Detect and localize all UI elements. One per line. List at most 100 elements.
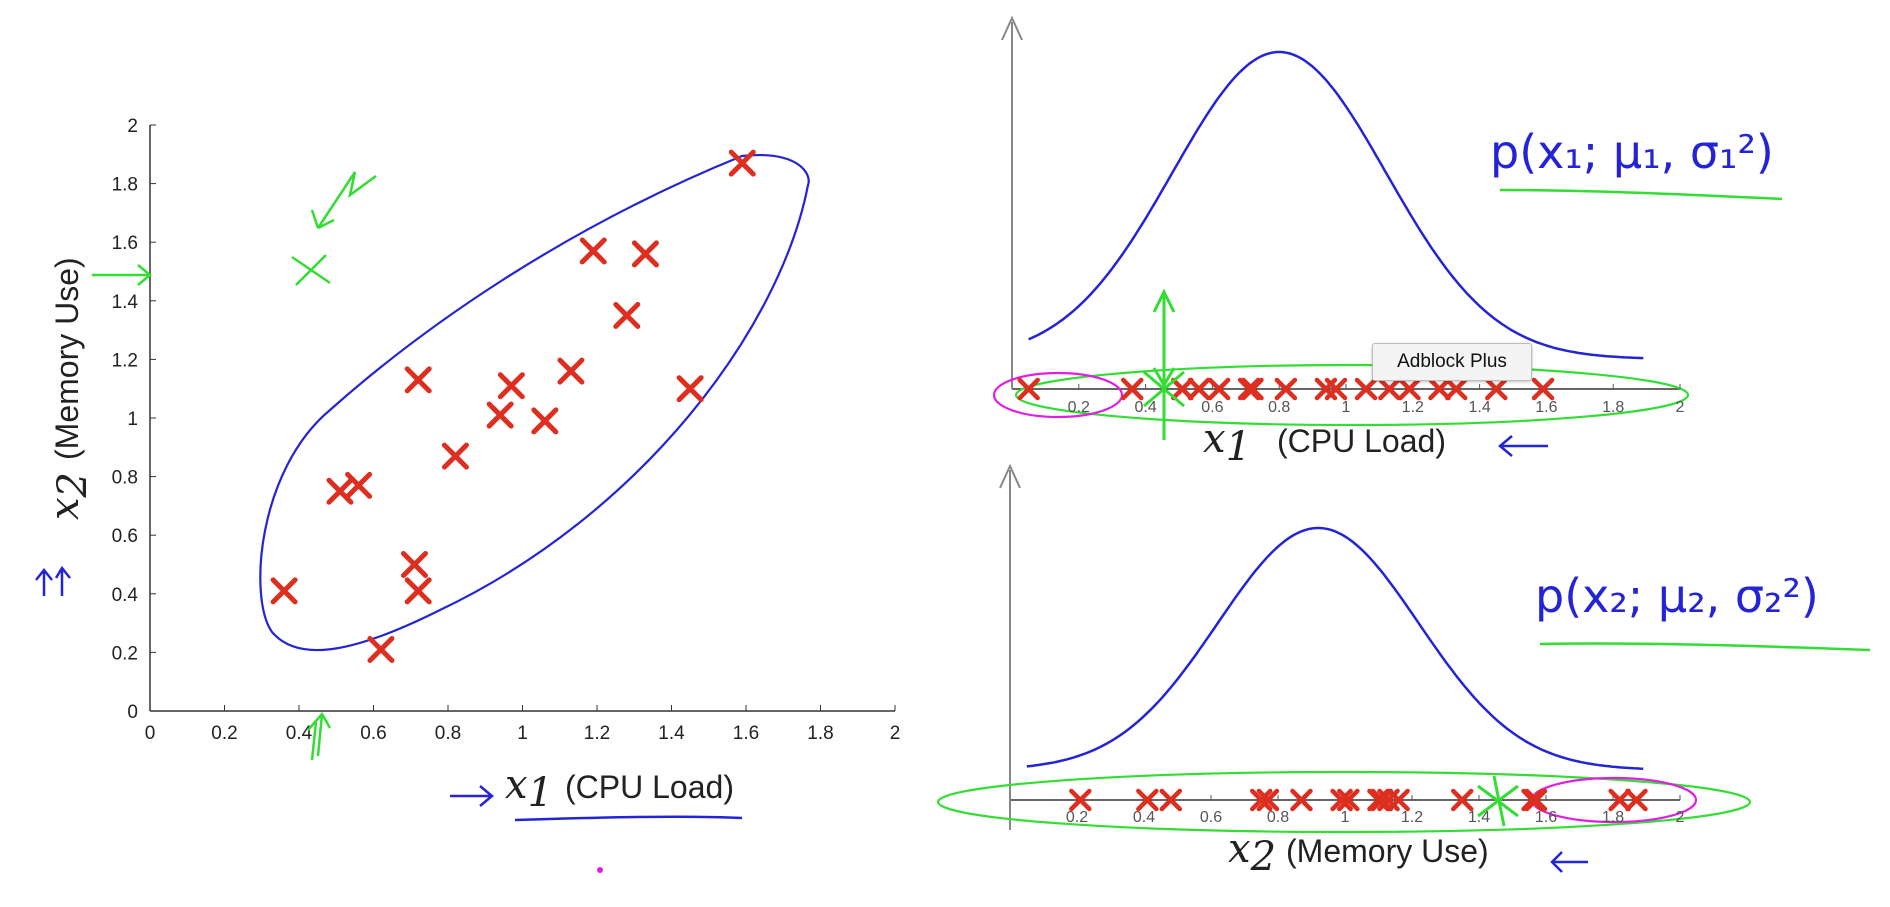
tick-label: 1.8 <box>1602 809 1624 826</box>
data-point <box>728 149 756 177</box>
axis-emphasis-arrows <box>35 565 743 822</box>
y-tick-label: 0 <box>127 702 138 723</box>
data-point <box>486 401 514 429</box>
data-point <box>557 357 585 385</box>
anomaly-arrow <box>310 171 377 230</box>
data-point <box>1354 377 1378 401</box>
x-tick-label: 0.2 <box>211 723 237 744</box>
svg-text:x2(Memory Use): x2(Memory Use) <box>42 257 96 520</box>
x-tick-label: 1 <box>517 723 528 744</box>
data-point <box>1451 788 1474 812</box>
data-point <box>270 577 298 605</box>
data-point <box>1531 377 1555 401</box>
x-tick-label: 1.2 <box>584 723 610 744</box>
annotation-marks <box>92 171 377 761</box>
data-point <box>404 577 432 605</box>
data-point <box>1324 377 1348 401</box>
formula-p-x1: p(x₁; μ₁, σ₁²) <box>1490 125 1774 179</box>
tick-label: 0.2 <box>1068 399 1090 416</box>
x-tick-label: 0.6 <box>360 723 386 744</box>
data-point <box>676 375 704 403</box>
tick-label: 1 <box>1341 809 1350 826</box>
anomaly-cross <box>291 254 331 286</box>
y-pointer-arrow <box>92 264 152 286</box>
data-point <box>1250 788 1273 812</box>
x-tick-label: 0.8 <box>435 723 461 744</box>
x-tick-label: 1.6 <box>733 723 759 744</box>
y-tick-label: 1.4 <box>112 292 139 313</box>
x-tick-label: 0.4 <box>286 723 313 744</box>
tick-label: 1.6 <box>1535 399 1557 416</box>
tick-label: 1.6 <box>1535 809 1557 826</box>
tick-label: 1.2 <box>1401 809 1423 826</box>
top-magenta-loop <box>992 371 1124 419</box>
top-anomaly-marker <box>1143 288 1185 440</box>
data-point <box>1387 788 1410 812</box>
x-tick-label: 1.4 <box>658 723 685 744</box>
x-tick-label: 2 <box>890 723 901 744</box>
top-label-arrow <box>1498 435 1548 457</box>
y-tick-label: 1.8 <box>112 175 138 196</box>
bottom-anomaly-marker <box>1477 775 1519 827</box>
y-tick-label: 0.8 <box>112 468 138 489</box>
data-point <box>1428 377 1451 401</box>
tick-label: 1.8 <box>1602 399 1624 416</box>
data-point <box>345 471 373 499</box>
data-point <box>404 366 432 394</box>
data-point <box>400 551 428 578</box>
x-tick-label: 1.8 <box>807 723 833 744</box>
data-point <box>1187 377 1211 401</box>
y-tick-label: 0.6 <box>112 526 138 547</box>
top-y-axis-arrowhead <box>1001 15 1023 41</box>
x-axis-label: x1 (CPU Load) <box>505 762 734 816</box>
data-point <box>1207 377 1231 401</box>
decision-boundary-ellipse <box>259 153 810 652</box>
tick-label: 0.2 <box>1066 809 1088 826</box>
data-point <box>579 237 607 265</box>
top-data-points <box>1017 377 1555 401</box>
data-point <box>1017 377 1040 401</box>
data-point <box>497 372 525 400</box>
tick-label: 0.6 <box>1200 809 1222 826</box>
tick-label: 0.8 <box>1267 809 1289 826</box>
data-point <box>1274 377 1298 401</box>
adblock-tooltip: Adblock Plus <box>1372 343 1532 381</box>
tick-label: 1 <box>1342 399 1351 416</box>
data-point <box>1444 377 1468 401</box>
tick-label: 0.6 <box>1201 399 1223 416</box>
tick-label: 2 <box>1676 809 1685 826</box>
data-points <box>270 149 756 663</box>
y-tick-label: 0.2 <box>112 643 138 664</box>
bottom-x-tick-labels: 0.2 0.4 0.6 0.8 1 1.2 1.4 1.6 1.8 2 <box>1066 795 1685 826</box>
data-point <box>1069 788 1092 812</box>
bottom-green-loop <box>936 770 1752 834</box>
y-axis-label: x2(Memory Use) <box>42 257 96 520</box>
data-point <box>1120 377 1144 401</box>
y-tick-label: 0.4 <box>112 585 139 606</box>
density-curve-x1 <box>1028 50 1644 360</box>
tick-label: 1.2 <box>1402 399 1424 416</box>
top-x-label: x1 (CPU Load) <box>1203 416 1446 470</box>
tick-label: 0.4 <box>1134 399 1156 416</box>
formula-underline-x1 <box>1499 188 1783 201</box>
tick-label: 1.4 <box>1468 399 1490 416</box>
tick-label: 1.4 <box>1468 809 1490 826</box>
data-point <box>1241 377 1264 401</box>
data-point <box>1370 788 1394 812</box>
data-point <box>531 407 559 435</box>
y-tick-label: 2 <box>127 116 138 137</box>
bottom-data-points <box>1069 788 1648 812</box>
y-tick-label: 1.2 <box>112 350 138 371</box>
data-point <box>1378 377 1401 401</box>
data-point <box>1625 788 1648 812</box>
data-point <box>326 477 354 505</box>
data-point <box>1136 788 1159 812</box>
top-x-tick-labels: 0.2 0.4 0.6 0.8 1 1.2 1.4 1.6 1.8 2 <box>1068 384 1685 416</box>
formula-underline-x2 <box>1539 642 1871 652</box>
data-point <box>1521 788 1544 812</box>
scatter-plot: 0 0.2 0.4 0.6 0.8 1 1.2 1.4 1.6 1.8 2 0 0.2 0.4 0.6 0.… <box>35 116 901 822</box>
data-point <box>1337 788 1360 812</box>
y-tick-label: 1.6 <box>112 233 138 254</box>
